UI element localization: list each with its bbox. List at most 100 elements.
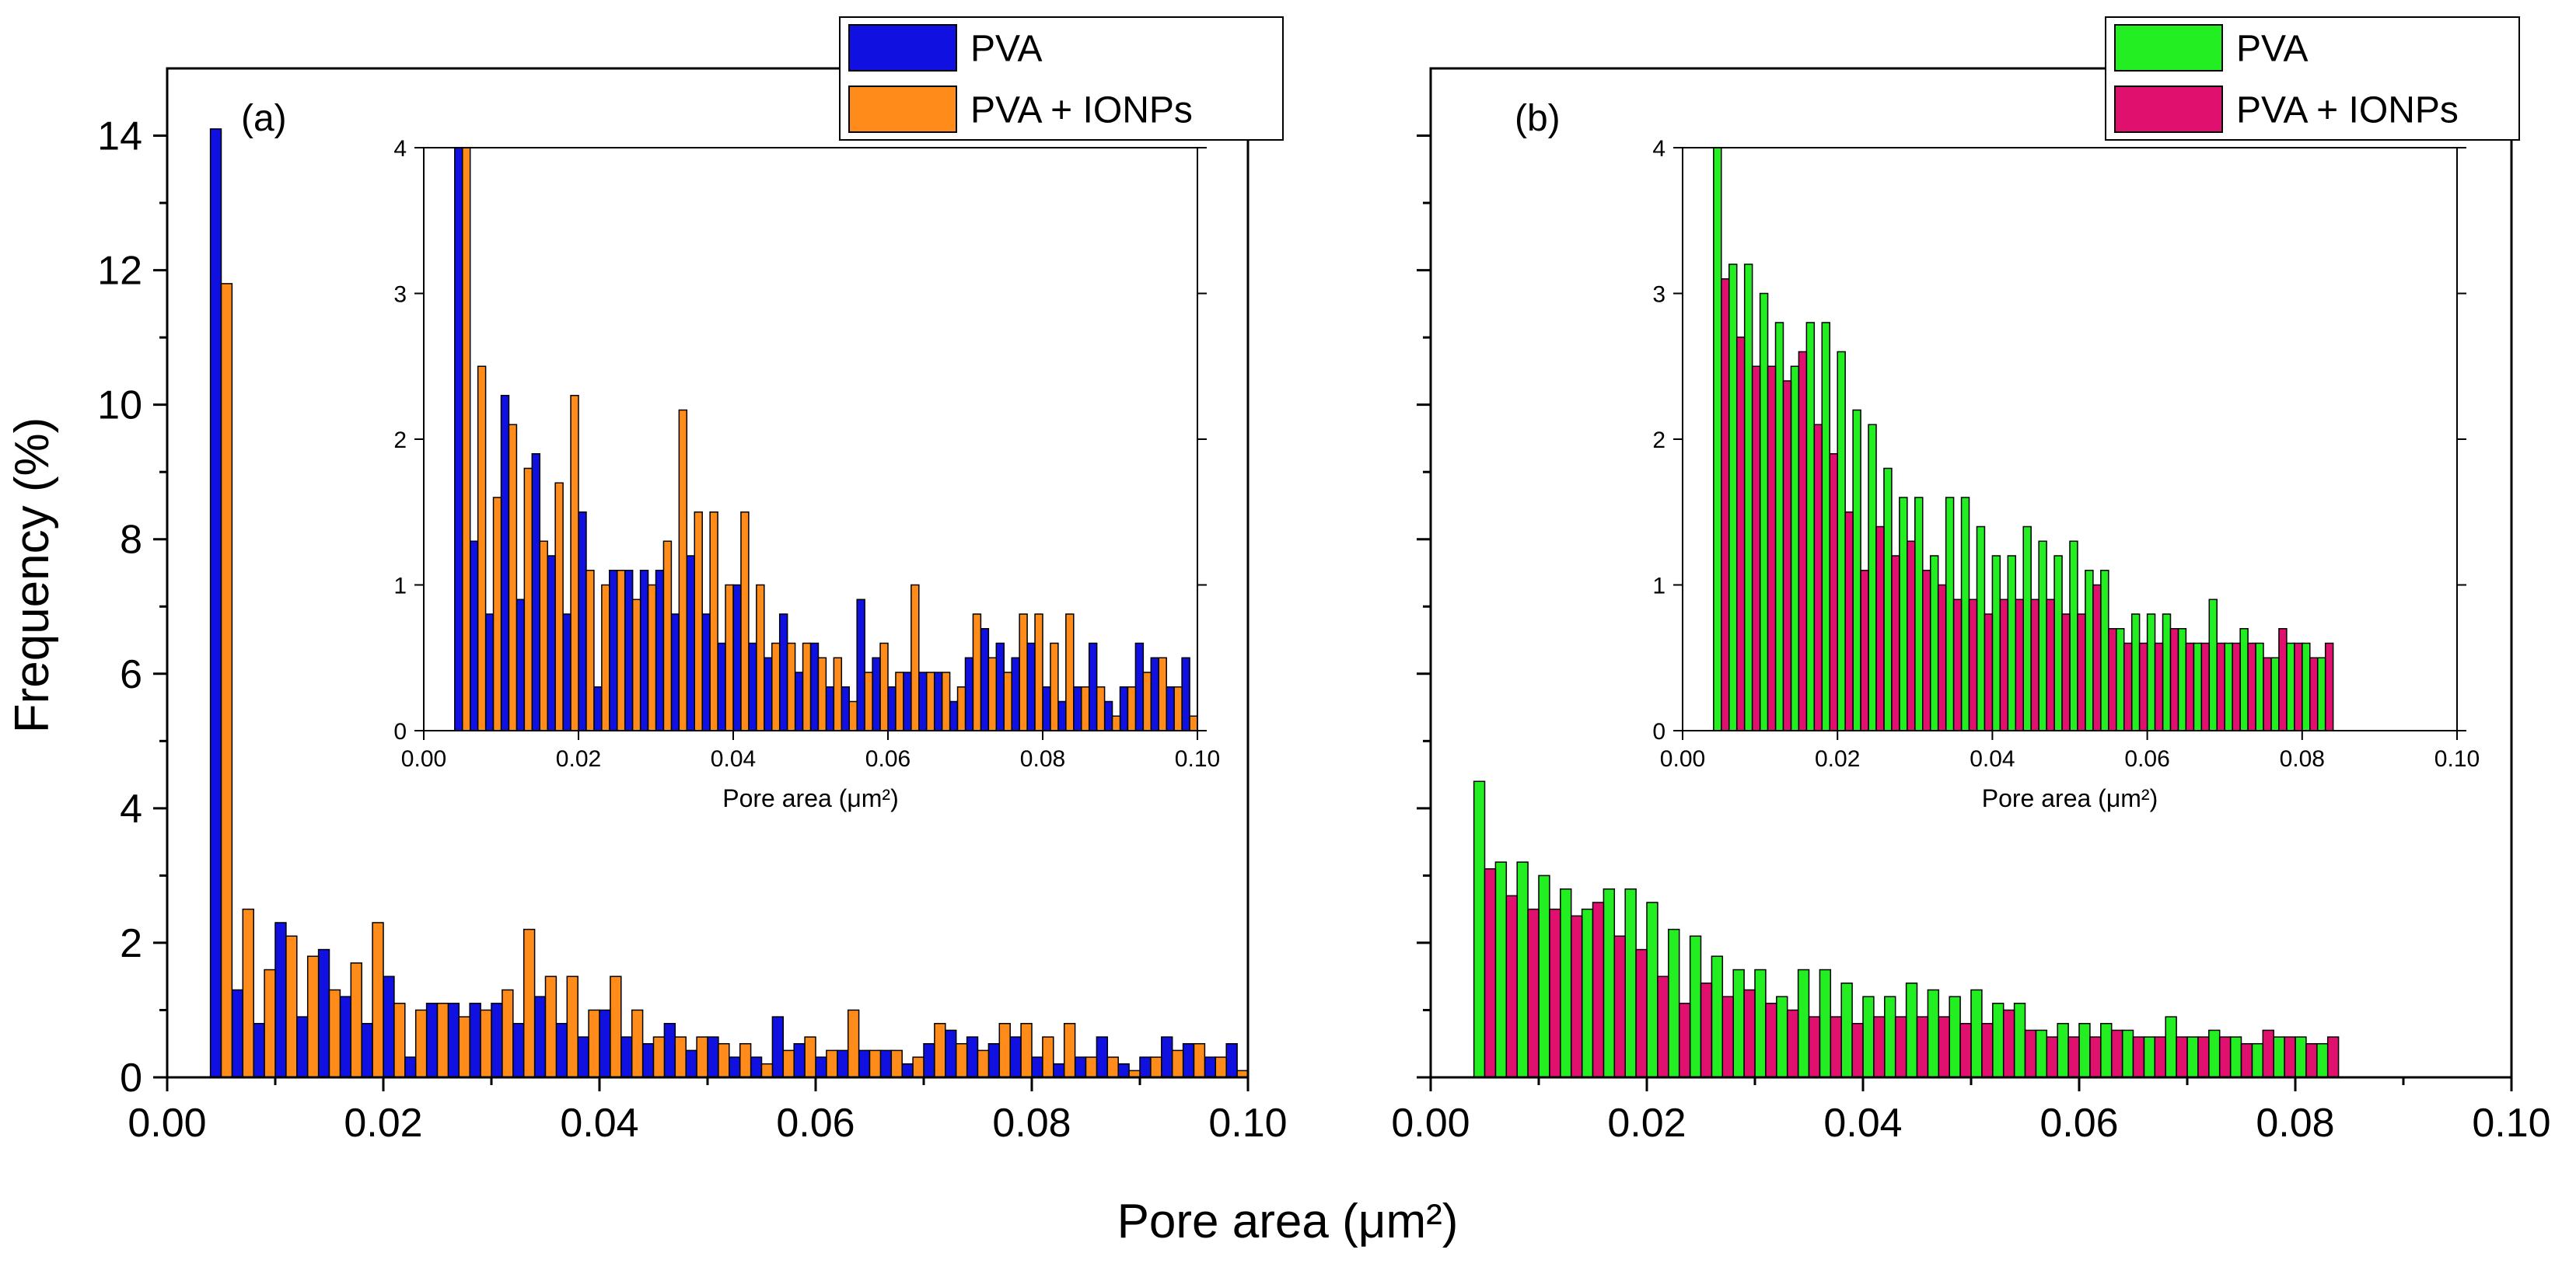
panel-b-inset-bar-ionps [1907, 540, 1916, 731]
panel-b-bar-ionps [2218, 1036, 2232, 1078]
panel-a-inset-bar-pva [918, 672, 928, 731]
panel-b-inset-bar-pva [2316, 657, 2326, 731]
panel-b-x-tick-label: 0.08 [2256, 1101, 2334, 1146]
panel-b-inset-bar-pva [2177, 628, 2187, 731]
panel-b-inset-bar-ionps [1813, 424, 1823, 731]
panel-a-bar-ionps [220, 283, 233, 1078]
panel-b-bar-pva [2208, 1029, 2221, 1078]
panel-b-bar-ionps [2110, 1029, 2123, 1078]
panel-a-inset-x-tick-label: 0.02 [556, 746, 601, 772]
panel-b-inset-bar-pva [2270, 657, 2280, 731]
panel-b-bar-ionps [2176, 1036, 2188, 1078]
panel-b-inset-bar-ionps [2123, 642, 2133, 731]
panel-b-bar-pva [2229, 1036, 2242, 1078]
panel-b-bar-ionps [1657, 976, 1669, 1078]
panel-a-inset-bar-ionps [879, 642, 889, 731]
panel-b-inset-bar-pva [1976, 525, 1986, 731]
panel-a-bar-ionps [760, 1063, 774, 1078]
panel-b-bar-ionps [1721, 996, 1734, 1078]
panel-b-inset-y-tick-label: 3 [1652, 282, 1665, 308]
panel-a-bar-pva [231, 989, 244, 1078]
panel-a-bar-pva [1225, 1042, 1238, 1078]
panel-a-bar-pva [1096, 1036, 1109, 1078]
panel-a-bar-pva [1074, 1056, 1087, 1078]
panel-a-bar-ionps [782, 1049, 795, 1078]
panel-a-inset-bar-pva [547, 555, 556, 731]
panel-a-inset-bar-pva [964, 657, 974, 731]
panel-a-inset-bar-ionps [631, 599, 641, 731]
panel-b-inset-bar-ionps [1844, 511, 1854, 731]
panel-a-bar-pva [879, 1049, 893, 1078]
panel-a-bar-pva [1009, 1036, 1022, 1078]
panel-b-inset-bar-ionps [1922, 570, 1931, 731]
panel-a-bar-pva [1204, 1056, 1217, 1078]
panel-b-bar-ionps [2046, 1036, 2058, 1078]
panel-a-bar-ionps [588, 1009, 600, 1078]
panel-a-inset-x-tick-label: 0.06 [865, 746, 911, 772]
panel-a-inset-bar-pva [1011, 657, 1020, 731]
panel-b-bar-ionps [2089, 1036, 2102, 1078]
panel-a-bar-ionps [610, 976, 622, 1078]
panel-a-inset-bar-ionps [1019, 613, 1028, 731]
panel-b-inset-bar-pva [1837, 351, 1846, 731]
panel-a-bar-pva [361, 1023, 373, 1078]
panel-a-bar-ionps [436, 1003, 449, 1078]
panel-b-x-tick-label: 0.06 [2039, 1101, 2118, 1146]
panel-b-inset-bar-ionps [2247, 642, 2256, 731]
x-axis-title: Pore area (μm²) [1117, 1195, 1459, 1248]
panel-b-bar-ionps [1830, 1016, 1842, 1078]
panel-b-bar-pva [1581, 908, 1594, 1078]
panel-a-bar-pva [577, 1036, 589, 1078]
panel-b-inset-bar-ionps [2108, 628, 2117, 731]
panel-a-inset-bar-pva [887, 686, 897, 731]
panel-b-legend-swatch-ionps [2114, 86, 2223, 133]
panel-b-inset-bar-pva [1713, 147, 1722, 731]
panel-a-bar-pva [771, 1016, 785, 1078]
panel-b-bar-pva [2143, 1036, 2156, 1078]
panel-a-bar-pva [317, 948, 330, 1078]
panel-b-bar-ionps [2197, 1036, 2210, 1078]
panel-a-legend: PVA PVA + IONPs [839, 16, 1284, 141]
panel-b-bar-ionps [1678, 1003, 1691, 1078]
panel-b-inset-bar-ionps [1968, 599, 1978, 731]
panel-b-inset-bar-ionps [1798, 351, 1808, 731]
panel-b-bar-pva [1949, 996, 1961, 1078]
panel-a-inset-bar-ionps [941, 672, 951, 731]
panel-b-bar-ionps [2284, 1036, 2296, 1078]
panel-b-inset-bar-ionps [2278, 628, 2288, 731]
panel-a-inset-bar-pva [484, 613, 495, 731]
panel-b-inset-bar-pva [1945, 497, 1955, 731]
panel-a-inset-bar-pva [933, 672, 943, 731]
panel-a-bar-pva [923, 1042, 935, 1078]
panel-b-inset-bar-ionps [2294, 642, 2303, 731]
panel-b-bar-pva [1992, 1003, 2005, 1078]
panel-a-inset-bar-pva [1042, 686, 1051, 731]
panel-b-bar-ionps [1938, 1016, 1950, 1078]
panel-b-inset-bar-pva [2085, 570, 2094, 731]
panel-a-inset-bar-ionps [1189, 715, 1198, 731]
panel-b-legend-swatch-pva [2114, 24, 2223, 72]
panel-b-inset-bar-ionps [1999, 599, 2009, 731]
panel-a-bar-ionps [566, 976, 578, 1078]
panel-b-inset-bar-pva [1790, 365, 1800, 731]
panel-b-bar-ionps [1505, 895, 1518, 1078]
panel-b-inset-bar-ionps [2263, 657, 2272, 731]
panel-b-bar-pva [2013, 1003, 2026, 1078]
panel-a-inset-bar-pva [454, 147, 463, 731]
panel-b-bar-pva [1473, 780, 1486, 1078]
panel-b-bar-ionps [2132, 1036, 2145, 1078]
panel-b-bar-pva [2078, 1023, 2091, 1078]
panel-b-inset-bar-pva [2022, 525, 2032, 731]
panel-b-bar-ionps [1808, 1016, 1821, 1078]
panel-a-inset-bar-ionps [477, 365, 487, 731]
panel-a-inset-bar-ionps [864, 672, 873, 731]
panel-a-bar-ionps [696, 1036, 708, 1078]
panel-a-inset-bar-pva [562, 613, 571, 731]
panel-a-x-tick-label: 0.02 [344, 1101, 422, 1146]
panel-a-bar-ionps [804, 1036, 816, 1078]
panel-a-bar-pva [707, 1036, 719, 1078]
panel-a-bar-pva [555, 1023, 568, 1078]
panel-a-inset-bar-pva [1166, 686, 1175, 731]
panel-b-bar-pva [1624, 888, 1637, 1078]
panel-a-bar-ionps [414, 1009, 428, 1078]
